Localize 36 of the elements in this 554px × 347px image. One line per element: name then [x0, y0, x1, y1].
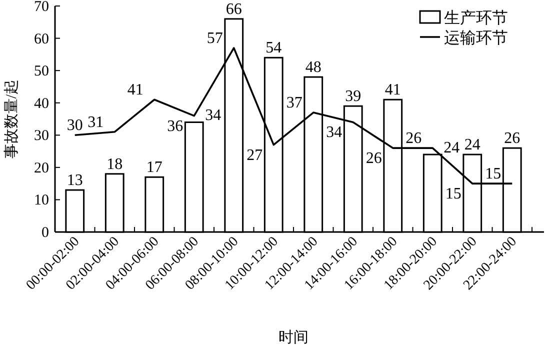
legend-label: 生产环节	[444, 9, 508, 27]
data-label: 30	[66, 117, 83, 134]
legend-label: 运输环节	[444, 29, 508, 47]
data-label: 24	[444, 140, 460, 157]
y-tick-label: 0	[42, 225, 49, 241]
data-label: 26	[366, 150, 382, 168]
data-label: 54	[266, 40, 282, 57]
data-label: 15	[485, 166, 502, 183]
y-tick-label: 40	[34, 96, 49, 112]
data-label: 34	[326, 124, 342, 142]
y-tick-label: 30	[34, 128, 49, 144]
data-label: 15	[445, 186, 462, 203]
data-label: 13	[66, 172, 83, 190]
data-label: 24	[464, 136, 480, 154]
data-label: 66	[226, 0, 242, 18]
data-label: 41	[127, 82, 144, 99]
data-label: 26	[406, 130, 422, 148]
y-axis-title: 事故数量/起	[3, 79, 20, 159]
data-label: 17	[146, 159, 162, 176]
y-tick-label: 10	[34, 192, 49, 209]
data-label: 37	[286, 94, 302, 112]
x-axis-title: 时间	[278, 329, 308, 346]
y-tick-label: 50	[34, 64, 49, 80]
y-tick-label: 20	[34, 160, 49, 176]
data-label: 36	[167, 118, 184, 135]
y-tick-label: 60	[34, 31, 49, 48]
data-label: 39	[345, 88, 362, 106]
data-label: 18	[106, 156, 123, 173]
data-label: 31	[88, 114, 104, 131]
data-label: 41	[384, 82, 401, 99]
data-label: 34	[205, 107, 222, 124]
data-label: 26	[504, 130, 520, 148]
data-label: 57	[206, 30, 223, 47]
data-label: 48	[305, 59, 322, 76]
data-label: 27	[246, 146, 263, 164]
y-tick-label: 70	[34, 0, 49, 15]
